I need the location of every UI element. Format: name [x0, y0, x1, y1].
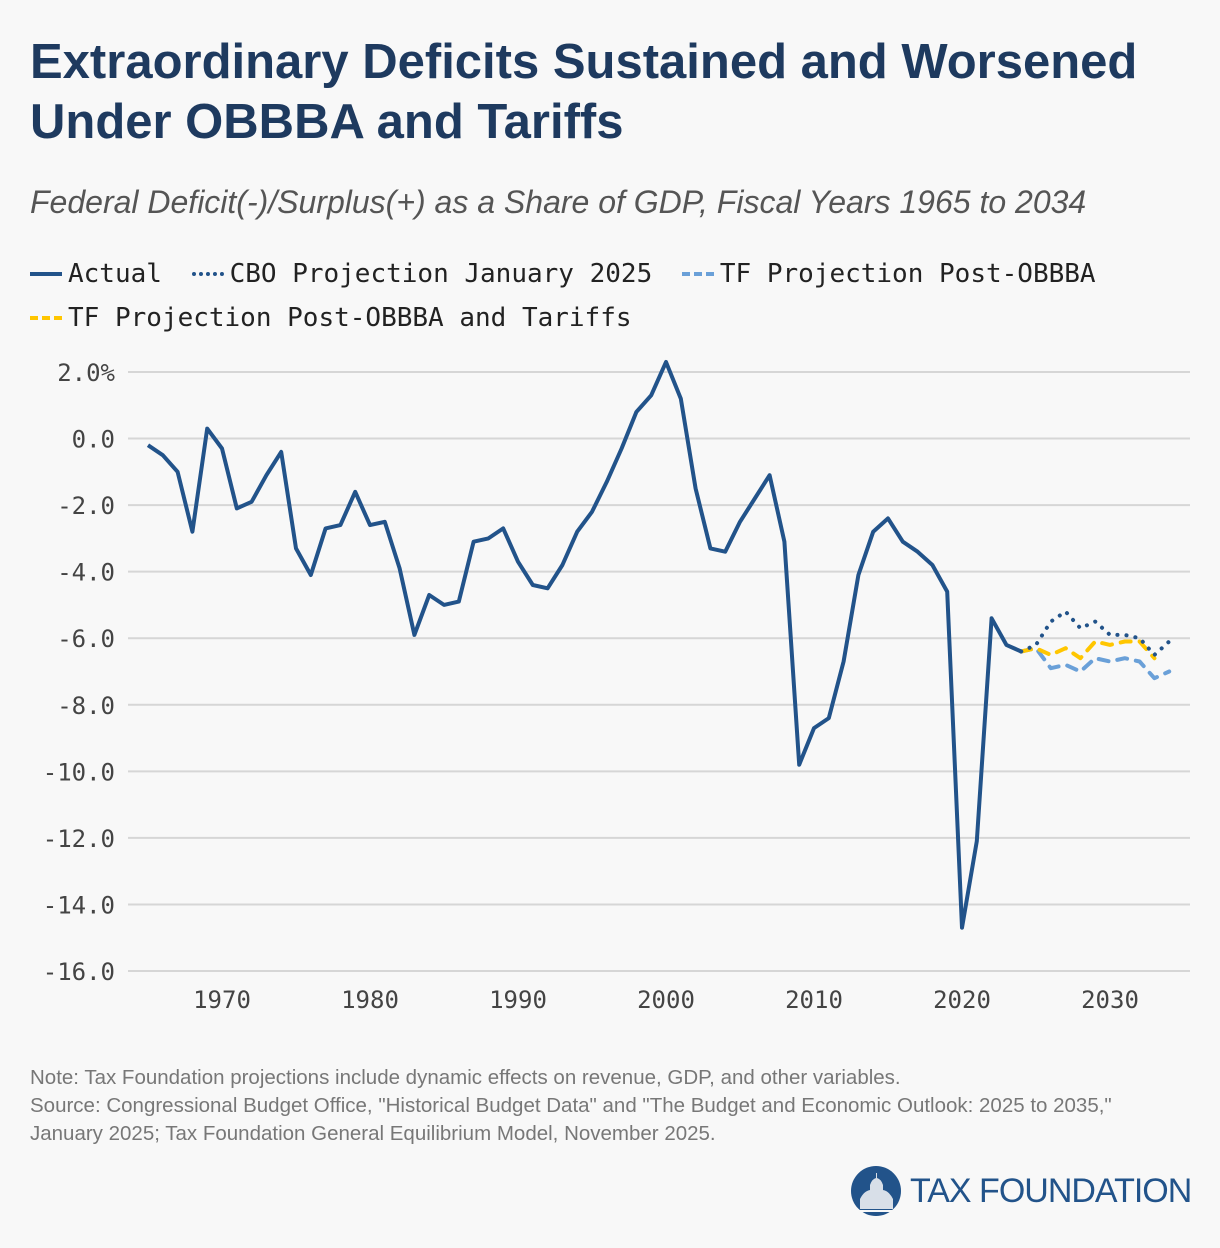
legend: Actual CBO Projection January 2025 TF Pr…: [30, 252, 1200, 340]
legend-item-tariffs: TF Projection Post-OBBBA and Tariffs: [30, 296, 632, 340]
legend-swatch-cbo: [191, 272, 224, 276]
source-text: Source: Congressional Budget Office, "Hi…: [30, 1094, 1112, 1145]
x-tick-label: 2010: [785, 986, 843, 1014]
y-tick-label: -8.0: [57, 692, 115, 720]
chart-title: Extraordinary Deficits Sustained and Wor…: [30, 35, 1138, 149]
legend-label: TF Projection Post-OBBBA: [719, 259, 1096, 289]
series-actual: [146, 360, 1023, 930]
chart-plot: 2.0% 0.0 -2.0 -4.0 -6.0 -8.0 -10.0 -12.0 -14.0 -1…: [43, 359, 1190, 1014]
legend-item-actual: Actual: [30, 252, 162, 296]
logo: TAX FOUNDATION: [850, 1165, 1192, 1217]
y-tick-label: -2.0: [57, 492, 115, 520]
y-tick-label: -16.0: [43, 958, 115, 986]
legend-swatch-actual: [30, 272, 62, 276]
series-tf-post-obbba-tariffs: [1019, 639, 1157, 661]
x-tick-label: 1990: [489, 986, 547, 1014]
capitol-dome-icon: [851, 1166, 901, 1216]
note-text: Note: Tax Foundation projections include…: [30, 1066, 901, 1089]
x-tick-label: 2000: [637, 986, 695, 1014]
legend-item-cbo: CBO Projection January 2025: [191, 252, 653, 296]
legend-label: CBO Projection January 2025: [229, 259, 653, 289]
logo-text: TAX FOUNDATION: [910, 1171, 1192, 1210]
y-tick-label: -6.0: [57, 625, 115, 653]
y-tick-label: 0.0: [72, 426, 115, 454]
y-tick-label: 2.0%: [57, 359, 115, 387]
y-tick-label: -14.0: [43, 891, 115, 919]
chart-subtitle: Federal Deficit(-)/Surplus(+) as a Share…: [30, 184, 1087, 220]
x-tick-label: 1970: [193, 986, 251, 1014]
y-tick-label: -4.0: [57, 559, 115, 587]
series-tf-post-obbba: [1019, 646, 1172, 681]
legend-label: TF Projection Post-OBBBA and Tariffs: [68, 303, 632, 333]
y-tick-label: -12.0: [43, 825, 115, 853]
footnote: Note: Tax Foundation projections include…: [30, 1064, 1190, 1148]
y-tick-label: -10.0: [43, 758, 115, 786]
legend-label: Actual: [68, 259, 162, 289]
x-tick-label: 2030: [1081, 986, 1139, 1014]
x-tick-label: 1980: [341, 986, 399, 1014]
legend-item-tf: TF Projection Post-OBBBA: [681, 252, 1096, 296]
x-tick-label: 2020: [933, 986, 991, 1014]
legend-swatch-tariffs: [30, 316, 62, 320]
series-cbo-projection: [1019, 609, 1172, 657]
legend-swatch-tf: [681, 272, 714, 276]
